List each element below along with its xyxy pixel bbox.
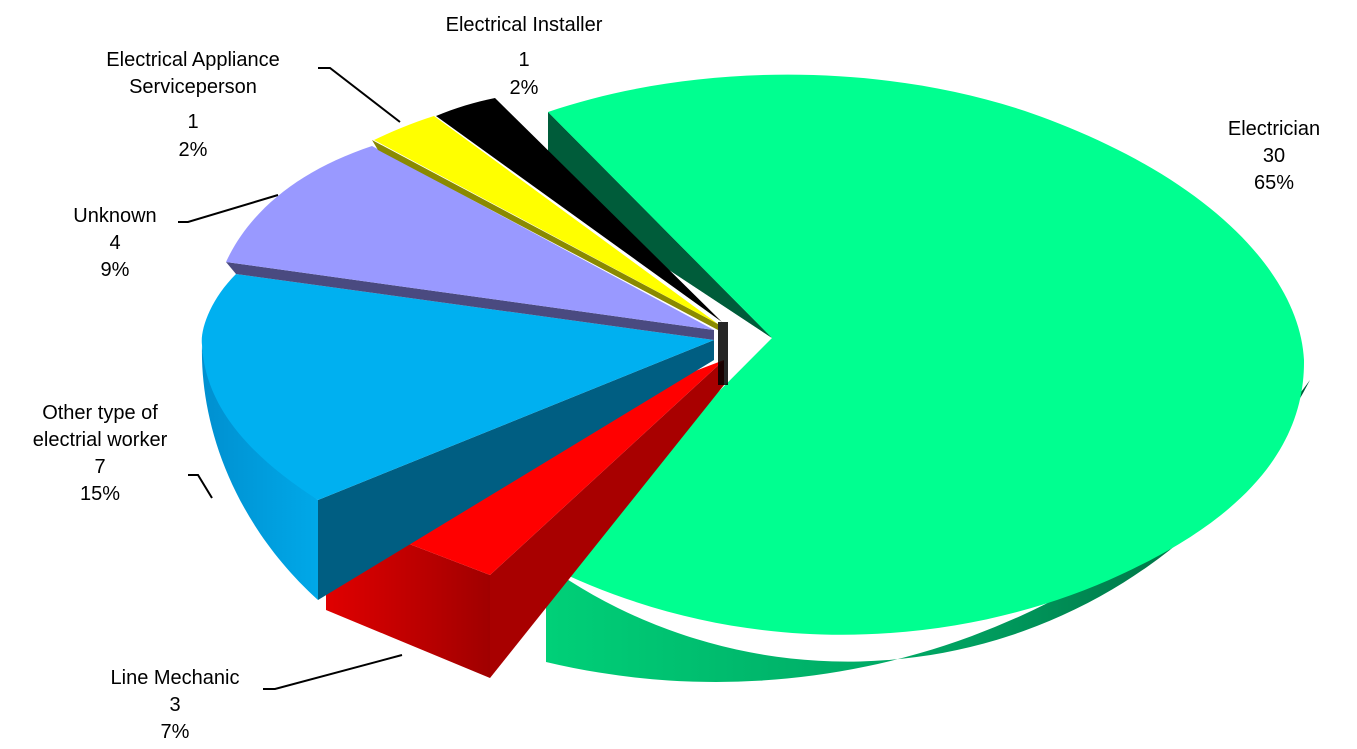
- label-line-mechanic-name: Line Mechanic: [111, 667, 240, 689]
- label-other-type: Other type of electrial worker 7 15%: [33, 402, 168, 505]
- label-electrical-installer: Electrical Installer 1 2%: [446, 14, 603, 99]
- label-unknown-count: 4: [109, 232, 120, 254]
- label-line-mechanic-count: 3: [169, 694, 180, 716]
- label-electrical-installer-name: Electrical Installer: [446, 14, 603, 36]
- label-electrician-name: Electrician: [1228, 118, 1320, 140]
- label-unknown: Unknown 4 9%: [73, 205, 156, 281]
- slice-center-edge: [718, 322, 728, 385]
- label-other-type-pct: 15%: [80, 483, 120, 505]
- slice-side-appliance-serviceperson: [372, 140, 718, 330]
- label-electrician-count: 30: [1263, 145, 1285, 167]
- label-electrical-installer-pct: 2%: [510, 77, 539, 99]
- slice-side-unknown: [226, 262, 714, 340]
- label-unknown-pct: 9%: [101, 259, 130, 281]
- slice-unknown: [226, 146, 714, 330]
- leader-unknown: [178, 194, 279, 223]
- label-other-type-line2: electrial worker: [33, 429, 168, 451]
- leader-line-mechanic: [263, 654, 403, 690]
- label-appliance-serviceperson-line1: Electrical Appliance: [106, 49, 279, 71]
- label-other-type-line1: Other type of: [42, 402, 158, 424]
- label-electrician: Electrician 30 65%: [1228, 118, 1320, 194]
- label-appliance-serviceperson: Electrical Appliance Serviceperson 1 2%: [106, 49, 279, 161]
- label-other-type-count: 7: [94, 456, 105, 478]
- label-electrician-pct: 65%: [1254, 172, 1294, 194]
- slice-cut-line-mechanic: [490, 360, 724, 678]
- label-appliance-serviceperson-pct: 2%: [179, 139, 208, 161]
- label-appliance-serviceperson-count: 1: [187, 111, 198, 133]
- label-appliance-serviceperson-line2: Serviceperson: [129, 76, 257, 98]
- slice-cut-other-type: [318, 340, 714, 600]
- label-unknown-name: Unknown: [73, 205, 156, 227]
- leader-appliance-serviceperson: [318, 67, 401, 123]
- label-electrical-installer-count: 1: [518, 49, 529, 71]
- slice-appliance-serviceperson: [374, 116, 718, 324]
- slice-side-other-type: [201, 345, 318, 600]
- label-line-mechanic-pct: 7%: [161, 721, 190, 743]
- slice-side-electrician: [546, 380, 1310, 682]
- slice-electrician: [546, 74, 1305, 635]
- label-line-mechanic: Line Mechanic 3 7%: [111, 667, 240, 743]
- leader-other-type: [188, 474, 213, 499]
- slice-electrical-installer: [436, 98, 722, 322]
- slice-other-type: [201, 274, 714, 500]
